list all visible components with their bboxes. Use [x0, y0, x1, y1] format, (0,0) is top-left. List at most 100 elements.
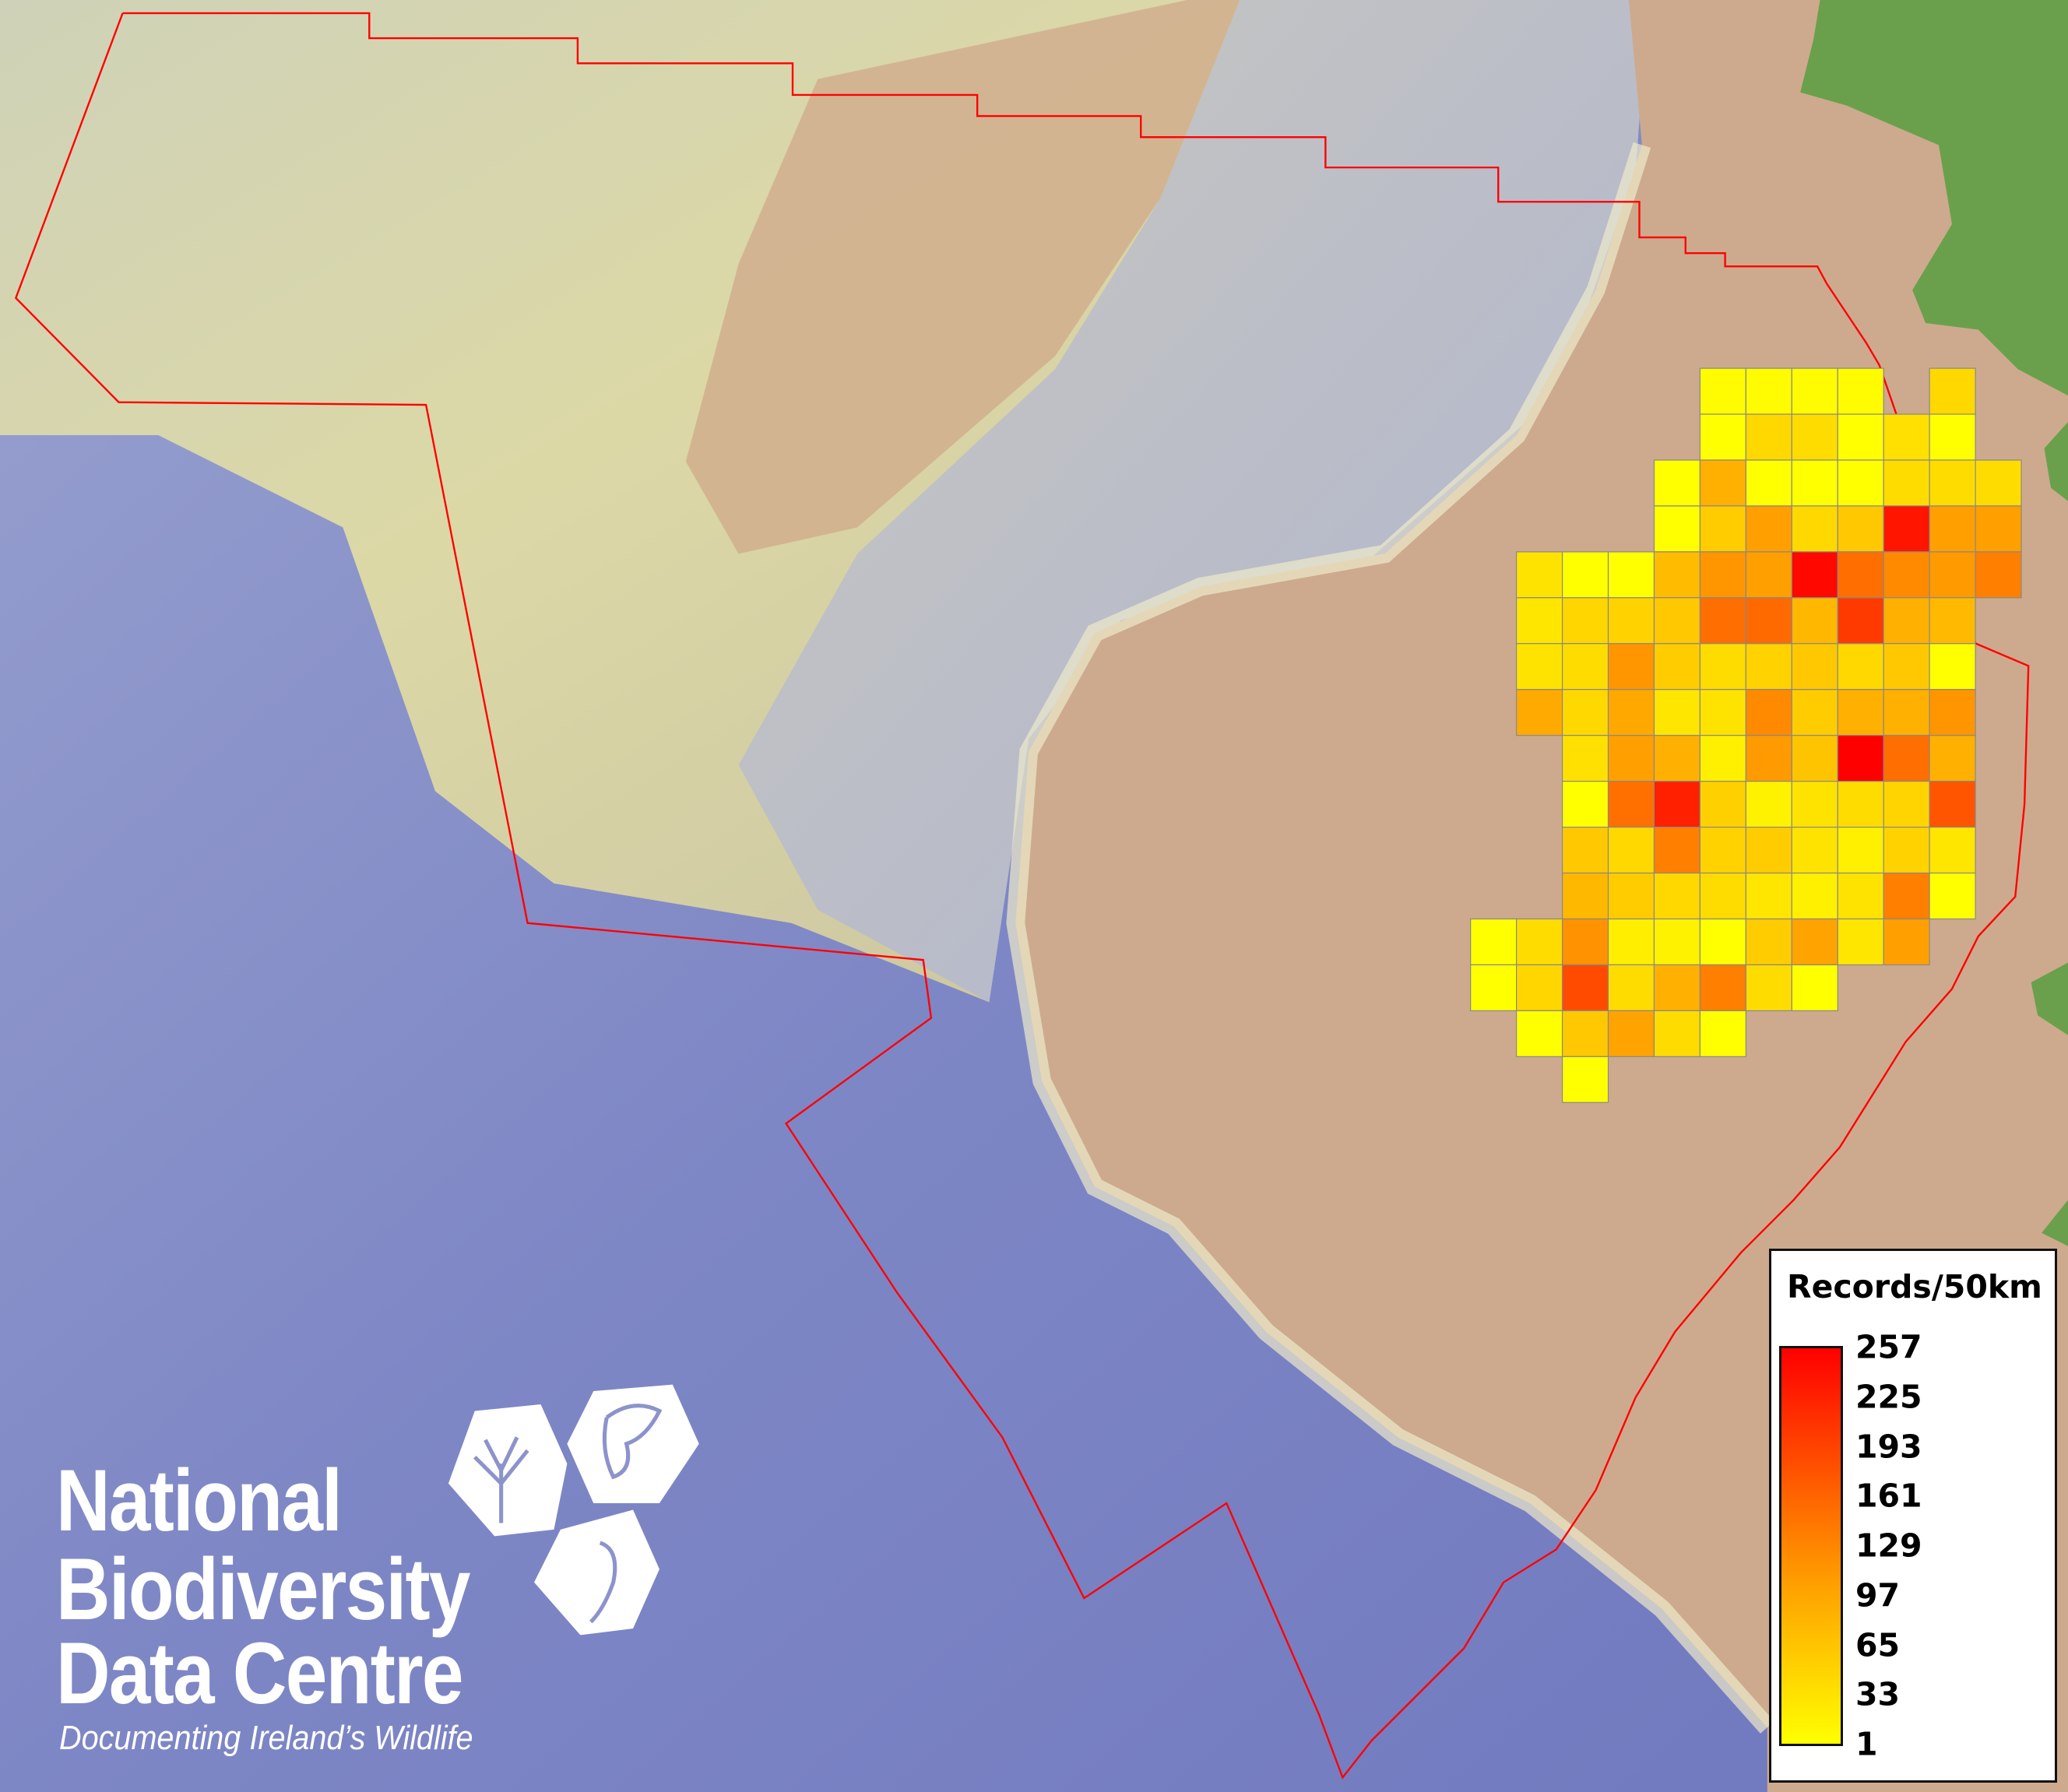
grid-cell: [1791, 505, 1838, 553]
grid-cell: [1653, 735, 1701, 782]
grid-cell: [1699, 551, 1746, 599]
grid-cell: [1699, 826, 1746, 874]
green-land: [1800, 0, 2068, 396]
grid-cell: [1699, 413, 1746, 461]
grid-cell: [1929, 872, 1976, 920]
grid-cell: [1883, 918, 1930, 966]
grid-cell: [1837, 781, 1884, 828]
grid-cell: [1470, 964, 1518, 1011]
grid-cell: [1883, 781, 1930, 828]
grid-cell: [1607, 689, 1655, 736]
channel-area: [738, 0, 1649, 1003]
grid-cell: [1745, 689, 1792, 736]
green-land: [2044, 422, 2068, 501]
logo-title-line-3: Data Centre: [56, 1625, 463, 1722]
legend-label: 193: [1855, 1428, 1922, 1465]
grid-cell: [1699, 643, 1746, 690]
grid-cell: [1516, 964, 1563, 1011]
grid-cell: [1745, 413, 1792, 461]
grid-cell: [1837, 459, 1884, 507]
grid-cell: [1883, 826, 1930, 874]
grid-cell: [1837, 597, 1884, 645]
central-bank: [685, 0, 1240, 554]
legend-label: 161: [1855, 1477, 1922, 1515]
grid-cell: [1745, 964, 1792, 1011]
grid-cell: [1653, 1010, 1701, 1057]
grid-cell: [1607, 597, 1655, 645]
legend-label: 129: [1855, 1527, 1922, 1565]
grid-cell: [1883, 872, 1930, 920]
grid-cell: [1699, 964, 1746, 1011]
grid-cell: [1745, 735, 1792, 782]
grid-cell: [1883, 735, 1930, 782]
grid-cell: [1837, 643, 1884, 690]
grid-cell: [1607, 918, 1655, 966]
grid-cell: [1561, 1010, 1609, 1057]
records-grid: [1470, 367, 2022, 1103]
grid-cell: [1791, 689, 1838, 736]
legend-label: 65: [1855, 1626, 1901, 1664]
grid-cell: [1653, 781, 1701, 828]
grid-cell: [1929, 689, 1976, 736]
grid-cell: [1653, 505, 1701, 553]
grid-cell: [1883, 597, 1930, 645]
grid-cell: [1653, 643, 1701, 690]
grid-cell: [1516, 551, 1563, 599]
grid-cell: [1929, 505, 1976, 553]
grid-cell: [1470, 918, 1518, 966]
grid-cell: [1837, 413, 1884, 461]
grid-cell: [1745, 643, 1792, 690]
grid-cell: [1745, 367, 1792, 415]
grid-cell: [1791, 781, 1838, 828]
grid-cell: [1699, 367, 1746, 415]
legend-label: 97: [1855, 1576, 1901, 1615]
grid-cell: [1745, 872, 1792, 920]
legend-label: 257: [1855, 1328, 1922, 1366]
legend-label: 1: [1855, 1725, 1878, 1763]
coastal-fringe: [1006, 142, 1774, 1734]
grid-cell: [1699, 459, 1746, 507]
grid-cell: [1561, 689, 1609, 736]
grid-cell: [1516, 918, 1563, 966]
grid-cell: [1607, 551, 1655, 599]
logo-hexagons: [448, 1384, 699, 1636]
grid-cell: [1837, 551, 1884, 599]
grid-cell: [1791, 367, 1838, 415]
grid-cell: [1837, 367, 1884, 415]
grid-cell: [1653, 918, 1701, 966]
logo-tagline: Documenting Ireland’s Wildlife: [59, 1719, 473, 1757]
grid-cell: [1607, 826, 1655, 874]
green-land: [2042, 1200, 2068, 1246]
grid-cell: [1791, 643, 1838, 690]
grid-cell: [1791, 918, 1838, 966]
grid-cell: [1653, 689, 1701, 736]
grid-cell: [1929, 551, 1976, 599]
grid-cell: [1745, 826, 1792, 874]
grid-cell: [1561, 551, 1609, 599]
grid-cell: [1745, 551, 1792, 599]
boundary-line: [14, 12, 2030, 1780]
grid-cell: [1929, 781, 1976, 828]
grid-cell: [1653, 551, 1701, 599]
green-land: [2031, 962, 2068, 1035]
grid-cell: [1791, 964, 1838, 1011]
grid-cell: [1561, 1056, 1609, 1103]
grid-cell: [1929, 459, 1976, 507]
grid-cell: [1561, 826, 1609, 874]
logo-title-line-2: Biodiversity: [56, 1541, 470, 1638]
grid-cell: [1653, 459, 1701, 507]
grid-cell: [1607, 643, 1655, 690]
grid-cell: [1653, 597, 1701, 645]
grid-cell: [1699, 872, 1746, 920]
grid-cell: [1653, 826, 1701, 874]
grid-cell: [1745, 781, 1792, 828]
grid-cell: [1561, 781, 1609, 828]
grid-cell: [1791, 413, 1838, 461]
grid-cell: [1699, 505, 1746, 553]
grid-cell: [1975, 459, 2022, 507]
grid-cell: [1699, 597, 1746, 645]
grid-cell: [1607, 964, 1655, 1011]
grid-cell: [1837, 735, 1884, 782]
grid-cell: [1929, 735, 1976, 782]
grid-cell: [1653, 964, 1701, 1011]
